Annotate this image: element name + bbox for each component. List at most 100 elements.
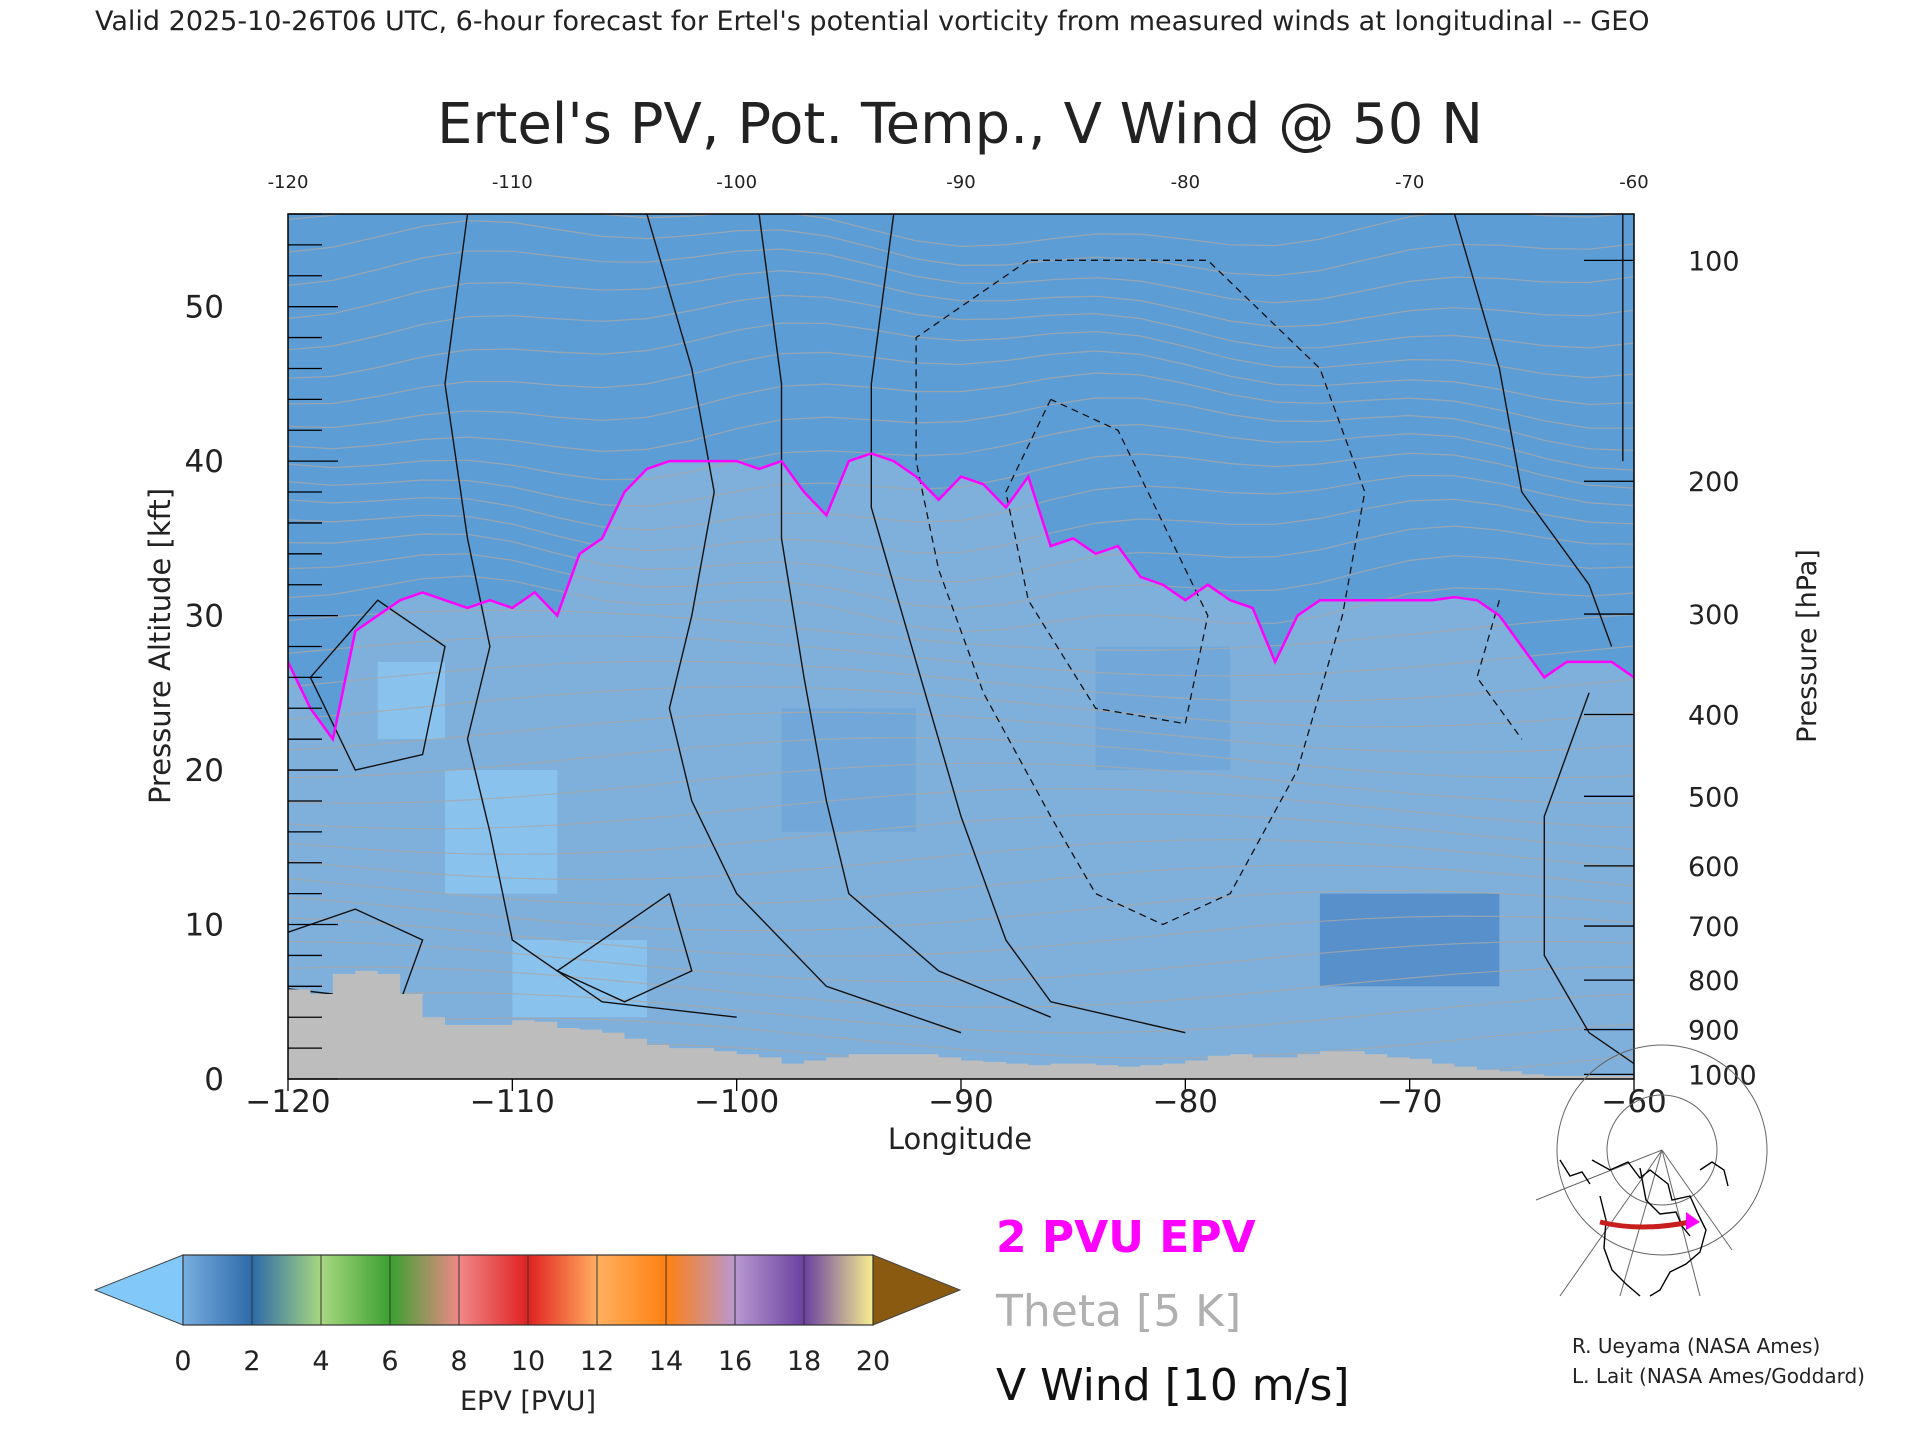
theta-contour [288,737,1634,779]
vwind-contour [309,599,446,771]
vwind-contour [870,214,1186,1034]
x-axis-ticks: −120 −110 −100 −90 −80 −70 −60 [245,1079,1667,1120]
vwind-contour [1453,214,1613,647]
vwind-contour [444,214,737,1018]
pressure-tick-label: 400 [1688,700,1740,731]
vwind-contour [758,214,1051,1018]
colorbar-segment [459,1255,529,1325]
epv-patch [1095,646,1231,771]
tropopause-2pvu-line [288,452,1634,743]
colorbar-frame [182,1254,874,1326]
legend-epv: 2 PVU EPV [996,1212,1256,1263]
x-tick-label: −90 [928,1084,993,1120]
credit-line-1: R. Ueyama (NASA Ames) [1572,1334,1820,1358]
vwind-contour [555,893,693,1003]
theta-contour [288,397,1634,453]
theta-contour [288,762,1634,804]
colorbar-label: EPV [PVU] [460,1386,596,1417]
colorbar-under-arrow [93,1254,184,1326]
theta-contour [288,219,1634,277]
colorbar-over-arrow [872,1254,962,1326]
x-tick-label: −120 [245,1084,330,1120]
pressure-tick-label: 100 [1688,246,1740,277]
theta-contour [288,940,1634,983]
top-tick-label: -110 [492,172,533,193]
colorbar-tick-label: 18 [787,1346,821,1377]
colorbar-segment [390,1255,460,1325]
epv-patch [445,770,558,894]
right-axis-ticks [1584,259,1634,1076]
theta-contour [288,890,1634,932]
colorbar-tick-label: 12 [580,1346,614,1377]
plot-area [287,213,1635,1080]
theta-contour [288,813,1634,855]
terrain [288,970,1634,1079]
top-tick-label: -70 [1395,172,1424,193]
theta-contour [288,838,1634,881]
theta-contour [288,294,1634,351]
y-tick-label: 20 [185,753,224,789]
vwind-contour-negative [915,259,1366,926]
theta-contour [288,609,1634,652]
pressure-tick-label: 700 [1688,912,1740,943]
y-tick-label: 50 [185,290,224,326]
theta-contour [288,1017,1634,1059]
theta-contour [288,350,1634,406]
theta-contour [288,423,1634,481]
x-tick-label: −60 [1601,1084,1666,1120]
vwind-contour-negative [1005,398,1209,725]
pressure-tick-label: 900 [1688,1016,1740,1047]
colorbar-tick-label: 8 [450,1346,467,1377]
vwind-contour-negative [1476,600,1523,740]
theta-contour [288,474,1634,531]
colorbar-segment [252,1255,322,1325]
pressure-tick-label: 200 [1688,467,1740,498]
y-tick-label: 0 [204,1062,224,1098]
colorbar-segment [666,1255,736,1325]
vwind-contour [646,214,962,1034]
inset-map [1535,1044,1768,1297]
epv-patch [512,939,647,1018]
colorbar-tick-label: 6 [381,1346,398,1377]
x-tick-label: −110 [470,1084,555,1120]
theta-contour [288,864,1634,906]
theta-contour [288,915,1634,957]
colorbar-segment [321,1255,391,1325]
y-tick-label: 10 [185,908,224,944]
y-axis-label: Pressure Altitude [kft] [143,488,177,804]
theta-contour [288,452,1634,507]
top-tick-label: -90 [946,172,975,193]
theta-contour [288,711,1634,753]
vwind-contours [288,214,1634,1065]
colorbar: 0 2 4 6 8 10 12 14 16 18 20 [93,1254,962,1377]
theta-contour [288,248,1634,304]
pressure-axis-label: Pressure [hPa] [1792,549,1823,743]
colorbar-tick-label: 10 [511,1346,545,1377]
epv-patch [1319,893,1500,987]
vwind-contour [1543,692,1634,1065]
epv-patch [781,708,917,832]
pressure-tick-label: 500 [1688,782,1740,813]
pressure-tick-label: 600 [1688,852,1740,883]
theta-contour [288,498,1634,554]
credit-line-2: L. Lait (NASA Ames/Goddard) [1572,1364,1865,1388]
theta-contour [288,660,1634,702]
colorbar-tick-label: 14 [649,1346,683,1377]
x-tick-label: −70 [1377,1084,1442,1120]
inset-direction-marker [1686,1212,1700,1230]
colorbar-tick-label: 0 [174,1346,191,1377]
legend: 2 PVU EPV Theta [5 K] V Wind [10 m/s] [995,1212,1350,1411]
pressure-tick-label: 300 [1688,600,1740,631]
theta-contour [288,525,1634,583]
colorbar-tick-label: 16 [718,1346,752,1377]
theta-contour [288,214,1630,248]
top-axis-ticks: -120 -110 -100 -90 -80 -70 -60 [268,172,1649,193]
colorbar-tick-label: 4 [312,1346,329,1377]
top-tick-label: -100 [716,172,757,193]
top-tick-label: -120 [268,172,309,193]
colorbar-segment [528,1255,598,1325]
theta-contour [288,372,1634,429]
theta-contour [288,966,1634,1008]
